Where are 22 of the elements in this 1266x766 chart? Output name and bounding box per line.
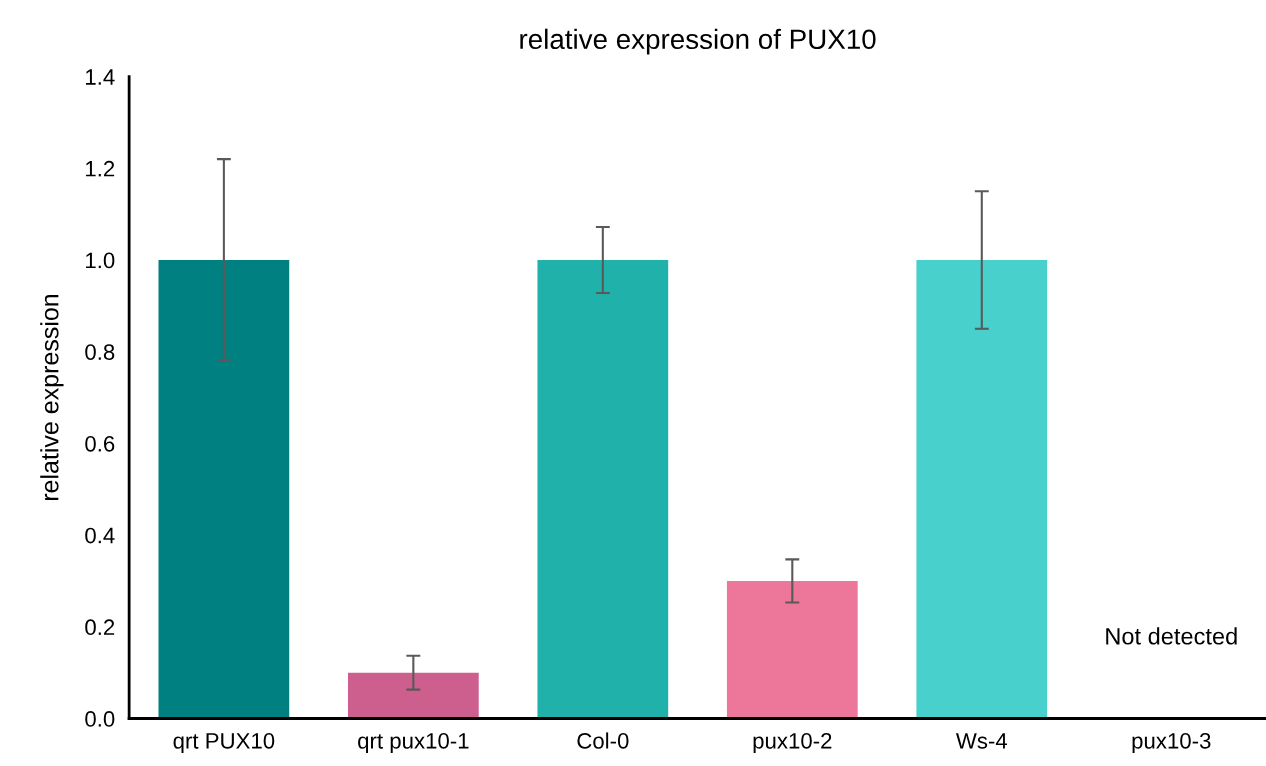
x-tick-label: pux10-2 bbox=[753, 732, 832, 754]
y-tick-label: 0.6 bbox=[85, 435, 115, 452]
y-axis-title: relative expression bbox=[40, 294, 64, 501]
chart-title: relative expression of PUX10 bbox=[520, 28, 876, 55]
x-tick-label: pux10-3 bbox=[1132, 732, 1211, 754]
x-tick-label: qrt PUX10 bbox=[173, 732, 275, 754]
y-tick-label: 1.2 bbox=[86, 160, 115, 177]
annotation: Not detected bbox=[1106, 627, 1237, 645]
x-tick-label: Col-0 bbox=[577, 732, 629, 749]
bar bbox=[537, 260, 669, 719]
y-tick-label: 1.0 bbox=[86, 252, 115, 269]
y-tick-label: 0.0 bbox=[85, 711, 115, 727]
bar bbox=[726, 580, 858, 719]
bar bbox=[347, 672, 479, 719]
y-tick-label: 1.4 bbox=[86, 69, 115, 85]
y-tick-label: 0.2 bbox=[85, 619, 115, 636]
y-tick-label: 0.4 bbox=[85, 527, 115, 544]
bar bbox=[158, 260, 290, 719]
bar bbox=[916, 260, 1048, 719]
x-tick-label: qrt pux10-1 bbox=[358, 732, 469, 754]
x-tick-label: Ws-4 bbox=[955, 733, 1008, 749]
y-tick-label: 0.8 bbox=[85, 344, 115, 360]
